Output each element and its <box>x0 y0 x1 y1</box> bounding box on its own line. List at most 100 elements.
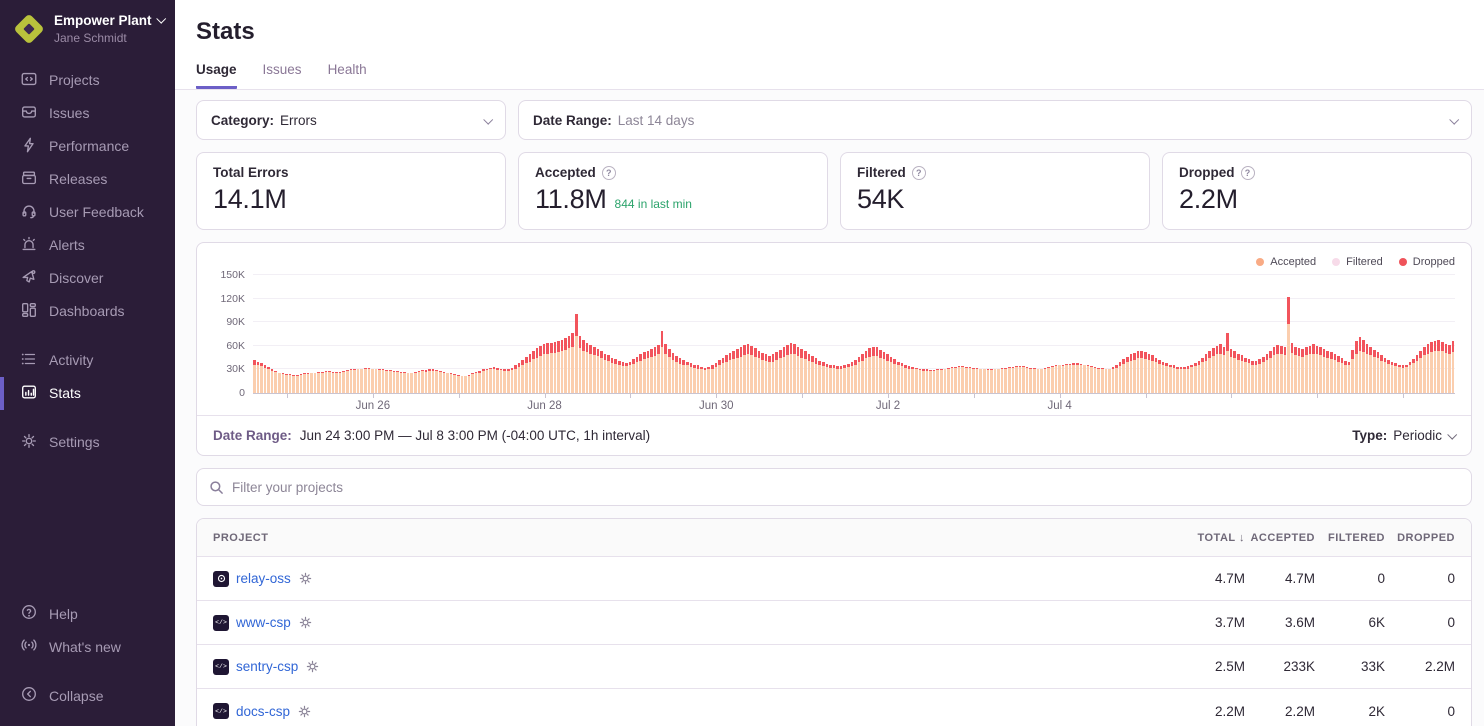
chart-bar[interactable] <box>857 275 861 393</box>
chart-bar[interactable] <box>675 275 678 393</box>
chart-bar[interactable] <box>1061 275 1065 393</box>
chart-bar[interactable] <box>1004 275 1007 393</box>
chart-bar[interactable] <box>843 275 846 393</box>
chart-bar[interactable] <box>521 275 524 393</box>
chart-bar[interactable] <box>746 275 750 393</box>
chart-bar[interactable] <box>1369 275 1372 393</box>
sidebar-item-discover[interactable]: Discover <box>0 262 175 295</box>
sidebar-item-alerts[interactable]: Alerts <box>0 229 175 262</box>
chart-bar[interactable] <box>882 275 886 393</box>
chart-bar[interactable] <box>932 275 936 393</box>
chart-bar[interactable] <box>1033 275 1036 393</box>
chart-bar[interactable] <box>1376 275 1380 393</box>
chart-bar[interactable] <box>982 275 986 393</box>
chart-bar[interactable] <box>861 275 864 393</box>
chart-bar[interactable] <box>1355 275 1358 393</box>
chart-bar[interactable] <box>1319 275 1322 393</box>
chart-bar[interactable] <box>328 275 331 393</box>
chart-bar[interactable] <box>904 275 907 393</box>
chart-bar[interactable] <box>1344 275 1347 393</box>
chart-bar[interactable] <box>668 275 671 393</box>
chart-bar[interactable] <box>575 275 578 393</box>
chart-bar[interactable] <box>1304 275 1308 393</box>
chart-bar[interactable] <box>1219 275 1222 393</box>
chart-bar[interactable] <box>303 275 306 393</box>
chart-bar[interactable] <box>764 275 768 393</box>
chart-bar[interactable] <box>789 275 793 393</box>
chart-bar[interactable] <box>911 275 914 393</box>
chart-bar[interactable] <box>1351 275 1355 393</box>
chart-bar[interactable] <box>417 275 421 393</box>
chart-bar[interactable] <box>979 275 982 393</box>
chart-bar[interactable] <box>1380 275 1383 393</box>
chart-bar[interactable] <box>381 275 385 393</box>
chart-bar[interactable] <box>635 275 639 393</box>
chart-bar[interactable] <box>1272 275 1276 393</box>
project-link[interactable]: relay-oss <box>236 571 291 586</box>
chart-bar[interactable] <box>1161 275 1165 393</box>
chart-bar[interactable] <box>1437 275 1440 393</box>
chart-bar[interactable] <box>517 275 521 393</box>
chart-bar[interactable] <box>914 275 918 393</box>
help-icon[interactable]: ? <box>1240 165 1255 180</box>
chart-bar[interactable] <box>1075 275 1079 393</box>
chart-bar[interactable] <box>1430 275 1433 393</box>
chart-bar[interactable] <box>925 275 929 393</box>
chart-bar[interactable] <box>814 275 818 393</box>
chart-bar[interactable] <box>546 275 549 393</box>
chart-bar[interactable] <box>363 275 367 393</box>
chart-bar[interactable] <box>1372 275 1376 393</box>
chart-bar[interactable] <box>954 275 957 393</box>
chart-bar[interactable] <box>1111 275 1115 393</box>
tab-usage[interactable]: Usage <box>196 62 237 89</box>
chart-bar[interactable] <box>1176 275 1179 393</box>
chart-bar[interactable] <box>1194 275 1197 393</box>
chart-bar[interactable] <box>1043 275 1047 393</box>
chart-bar[interactable] <box>317 275 320 393</box>
chart-bar[interactable] <box>696 275 700 393</box>
chart-bar[interactable] <box>957 275 961 393</box>
project-filter-search[interactable] <box>196 468 1472 506</box>
chart-bar[interactable] <box>1294 275 1297 393</box>
chart-bar[interactable] <box>1036 275 1040 393</box>
chart-bar[interactable] <box>929 275 932 393</box>
project-settings-gear-icon[interactable] <box>298 615 313 630</box>
chart-bar[interactable] <box>761 275 764 393</box>
chart-bar[interactable] <box>585 275 589 393</box>
chart-bar[interactable] <box>288 275 292 393</box>
chart-bar[interactable] <box>406 275 410 393</box>
chart-bar[interactable] <box>703 275 707 393</box>
chart-bar[interactable] <box>1290 275 1294 393</box>
chart-bar[interactable] <box>285 275 288 393</box>
org-switcher[interactable]: Empower Plant Jane Schmidt <box>0 0 175 56</box>
chart-bar[interactable] <box>446 275 449 393</box>
chart-bar[interactable] <box>471 275 474 393</box>
chart-bar[interactable] <box>485 275 489 393</box>
chart-bar[interactable] <box>804 275 807 393</box>
chart-bar[interactable] <box>378 275 381 393</box>
chart-bar[interactable] <box>1251 275 1254 393</box>
chart-bar[interactable] <box>1118 275 1122 393</box>
chart-bar[interactable] <box>1229 275 1233 393</box>
chart-bar[interactable] <box>1398 275 1401 393</box>
chart-bar[interactable] <box>1347 275 1351 393</box>
chart-bar[interactable] <box>403 275 406 393</box>
chart-bar[interactable] <box>1451 275 1455 393</box>
chart-bar[interactable] <box>660 275 664 393</box>
chart-type-select[interactable]: Type: Periodic <box>1352 428 1458 443</box>
chart-bar[interactable] <box>1322 275 1326 393</box>
chart-bar[interactable] <box>610 275 614 393</box>
chart-bar[interactable] <box>1018 275 1022 393</box>
chart-bar[interactable] <box>414 275 417 393</box>
chart-bar[interactable] <box>320 275 324 393</box>
chart-bar[interactable] <box>1083 275 1086 393</box>
chart-bar[interactable] <box>1208 275 1211 393</box>
project-link[interactable]: www-csp <box>236 615 291 630</box>
chart-bar[interactable] <box>1136 275 1140 393</box>
chart-bar[interactable] <box>965 275 968 393</box>
chart-bar[interactable] <box>986 275 990 393</box>
chart-bar[interactable] <box>1247 275 1251 393</box>
chart-bar[interactable] <box>768 275 771 393</box>
chart-bar[interactable] <box>1415 275 1419 393</box>
chart-bar[interactable] <box>1387 275 1390 393</box>
